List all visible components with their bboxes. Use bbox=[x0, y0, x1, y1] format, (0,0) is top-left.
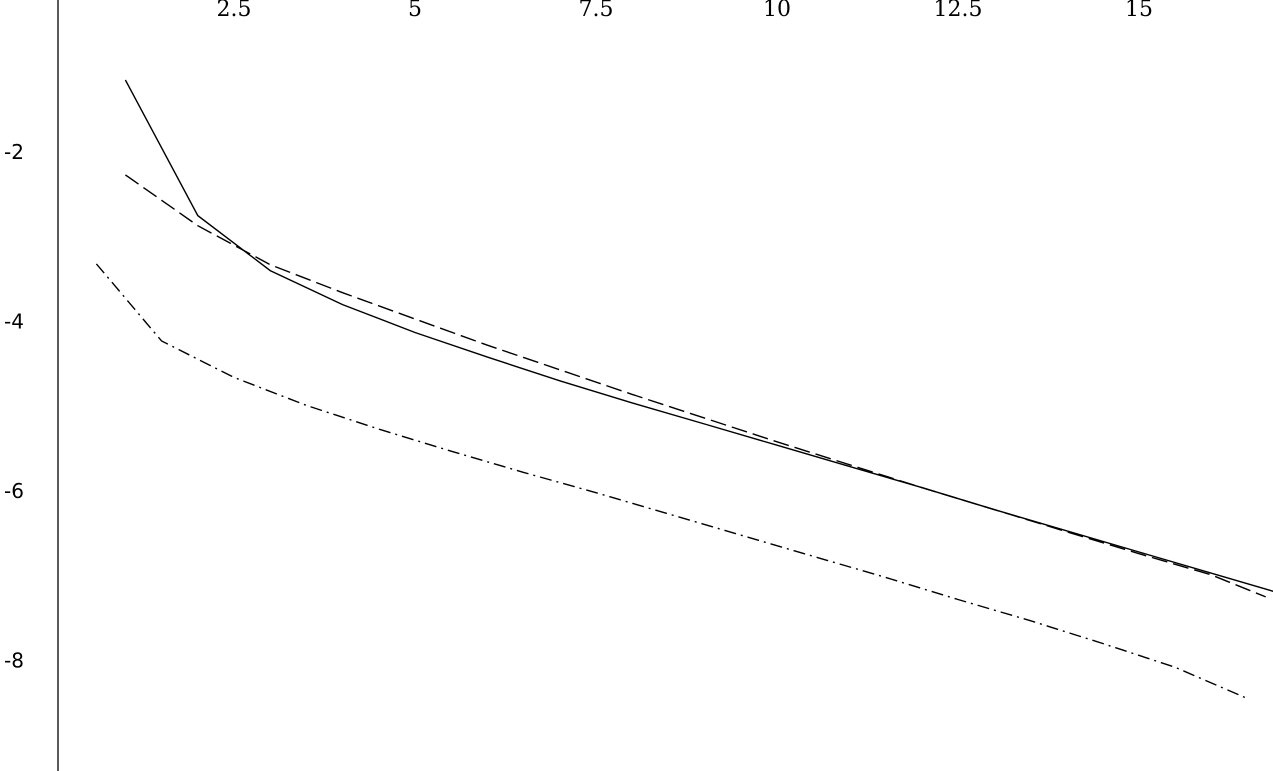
y-tick-label: -4 bbox=[4, 310, 24, 334]
x-tick-label: 10 bbox=[763, 0, 791, 22]
series-line-solid bbox=[124, 79, 1273, 592]
x-tick-label: 12.5 bbox=[934, 0, 983, 22]
series-line-dashed bbox=[124, 174, 1266, 598]
x-tick-label: 2.5 bbox=[217, 0, 252, 22]
y-tick-labels: -2 -4 -6 -8 bbox=[4, 140, 24, 673]
series-layer bbox=[95, 79, 1273, 700]
series-line-dash-dot bbox=[95, 263, 1248, 700]
x-tick-label: 5 bbox=[408, 0, 422, 22]
x-tick-label: 7.5 bbox=[579, 0, 614, 22]
x-tick-label: 15 bbox=[1125, 0, 1153, 22]
y-tick-label: -6 bbox=[4, 479, 24, 503]
x-tick-labels: 2.5 5 7.5 10 12.5 15 bbox=[217, 0, 1154, 22]
y-tick-label: -8 bbox=[4, 649, 24, 673]
y-tick-label: -2 bbox=[4, 140, 24, 164]
